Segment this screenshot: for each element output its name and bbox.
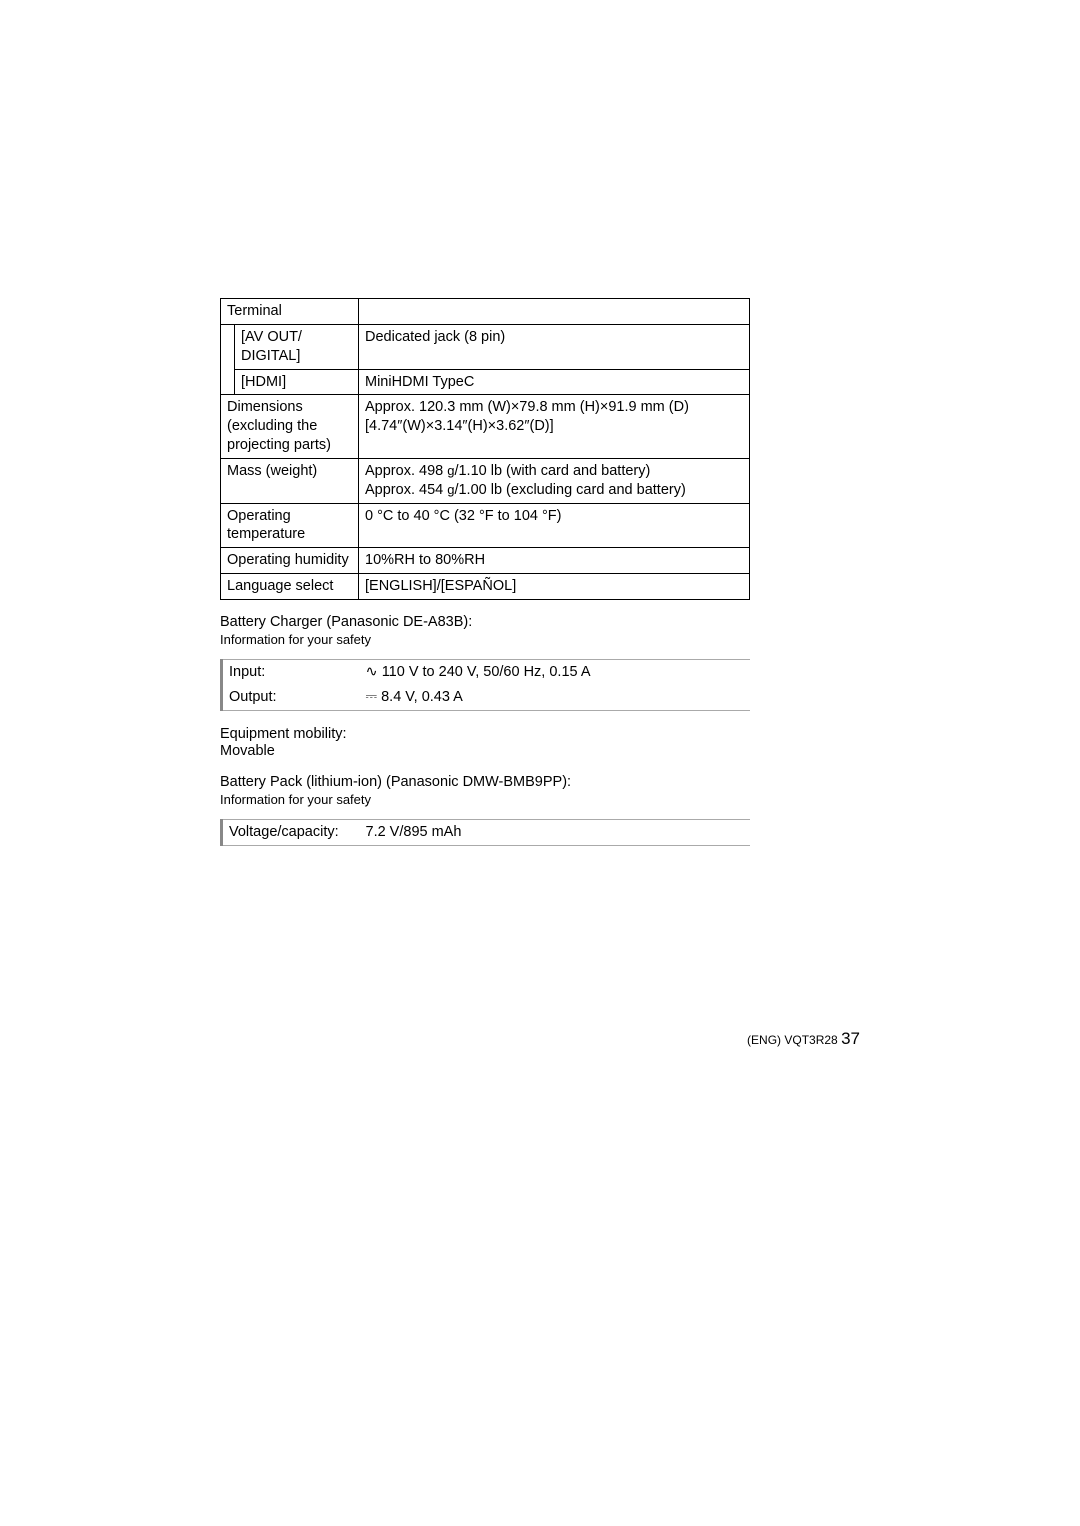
dc-symbol-icon: ⎓ [366, 689, 378, 705]
mass-label: Mass (weight) [221, 458, 359, 503]
mobility-value: Movable [220, 743, 750, 759]
battery-title: Battery Pack (lithium-ion) (Panasonic DM… [220, 773, 750, 791]
page-number: 37 [841, 1029, 860, 1048]
optemp-label: Operating temperature [221, 503, 359, 548]
av-out-value: Dedicated jack (8 pin) [359, 324, 750, 369]
battery-value: 7.2 V/895 mAh [360, 820, 751, 846]
lang-label: Language select [221, 574, 359, 600]
charger-input-value: ∿ 110 V to 240 V, 50/60 Hz, 0.15 A [360, 660, 751, 685]
battery-table: Voltage/capacity: 7.2 V/895 mAh [220, 819, 750, 846]
ophum-label: Operating humidity [221, 548, 359, 574]
terminal-value-empty [359, 299, 750, 325]
hdmi-value: MiniHDMI TypeC [359, 369, 750, 395]
charger-title: Battery Charger (Panasonic DE-A83B): [220, 614, 750, 631]
charger-subtitle: Information for your safety [220, 632, 750, 647]
page-footer: (ENG) VQT3R28 37 [747, 1029, 860, 1049]
charger-table: Input: ∿ 110 V to 240 V, 50/60 Hz, 0.15 … [220, 659, 750, 711]
footer-prefix: (ENG) VQT3R28 [747, 1033, 838, 1047]
battery-label: Voltage/capacity: [222, 820, 360, 846]
dimensions-value: Approx. 120.3 mm (W)×79.8 mm (H)×91.9 mm… [359, 395, 750, 459]
optemp-value: 0 °C to 40 °C (32 °F to 104 °F) [359, 503, 750, 548]
charger-input-label: Input: [222, 660, 360, 685]
ac-symbol-icon: ∿ [366, 664, 378, 680]
battery-subtitle: Information for your safety [220, 792, 750, 807]
ophum-value: 10%RH to 80%RH [359, 548, 750, 574]
hdmi-label: [HDMI] [235, 369, 359, 395]
lang-value: [ENGLISH]/[ESPAÑOL] [359, 574, 750, 600]
av-out-label: [AV OUT/ DIGITAL] [235, 324, 359, 369]
mobility-title: Equipment mobility: [220, 725, 750, 743]
mass-value: Approx. 498 g/1.10 lb (with card and bat… [359, 458, 750, 503]
dimensions-label: Dimensions (excluding the projecting par… [221, 395, 359, 459]
charger-output-value: ⎓ 8.4 V, 0.43 A [360, 685, 751, 710]
terminal-indent [221, 324, 235, 395]
terminal-header: Terminal [221, 299, 359, 325]
charger-output-label: Output: [222, 685, 360, 710]
specifications-table: Terminal [AV OUT/ DIGITAL] Dedicated jac… [220, 298, 750, 600]
